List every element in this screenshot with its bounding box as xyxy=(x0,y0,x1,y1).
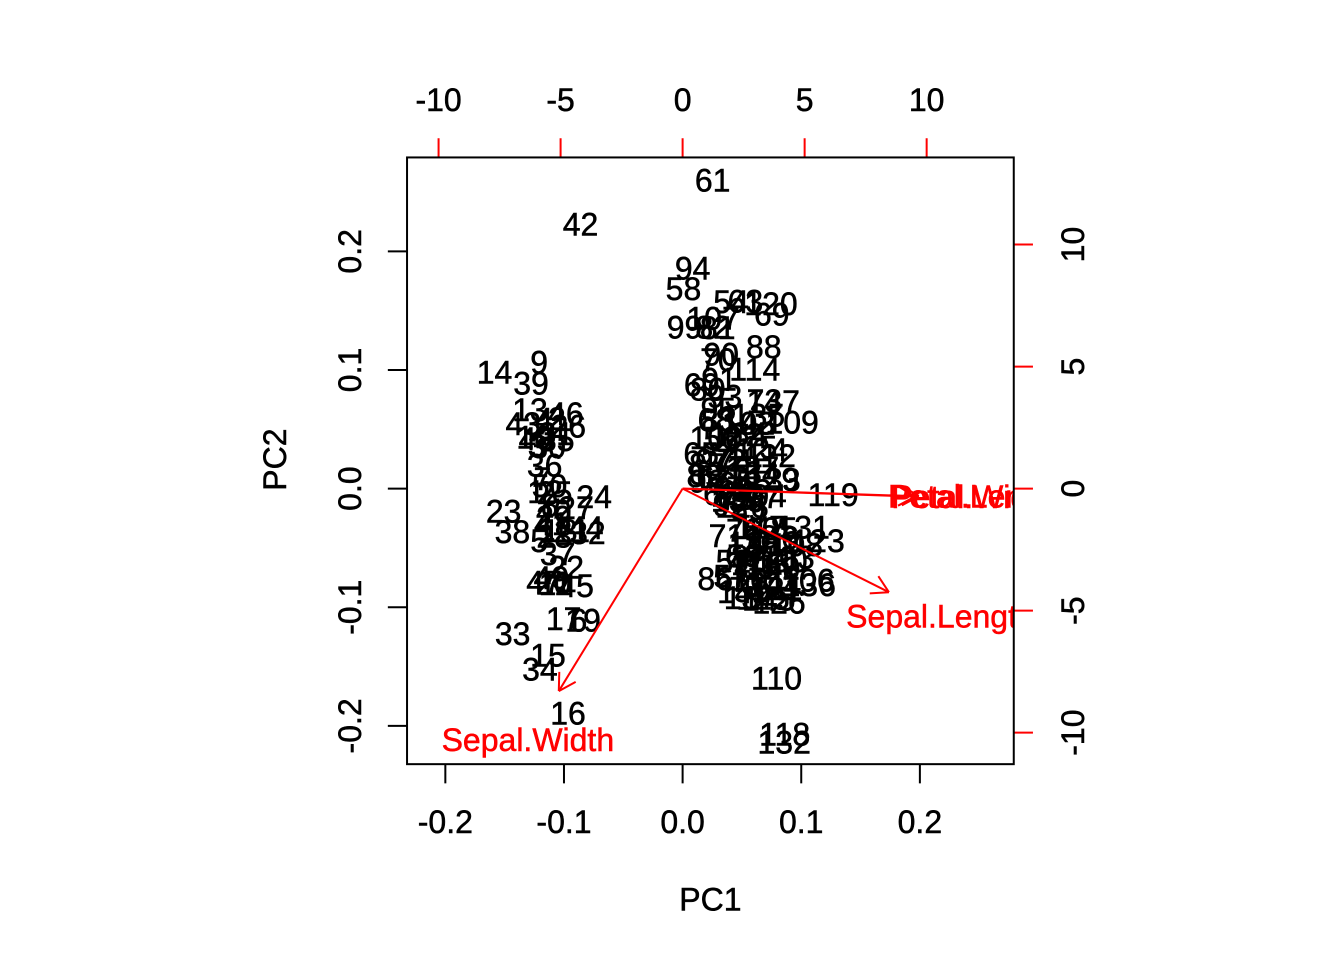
svg-text:-10: -10 xyxy=(415,82,461,118)
svg-text:10: 10 xyxy=(1055,227,1091,263)
svg-text:5: 5 xyxy=(796,82,814,118)
svg-text:5: 5 xyxy=(1055,358,1091,376)
svg-text:-10: -10 xyxy=(1055,710,1091,756)
svg-text:34: 34 xyxy=(522,652,558,688)
svg-text:94: 94 xyxy=(675,251,711,287)
svg-text:PC2: PC2 xyxy=(257,428,293,490)
svg-text:0.0: 0.0 xyxy=(660,804,704,840)
svg-text:50: 50 xyxy=(532,468,568,504)
svg-text:0.2: 0.2 xyxy=(332,229,368,273)
svg-text:107: 107 xyxy=(686,300,739,336)
svg-text:33: 33 xyxy=(495,616,531,652)
svg-text:48: 48 xyxy=(519,421,555,457)
svg-text:Sepal.Length: Sepal.Length xyxy=(846,598,1035,634)
svg-text:61: 61 xyxy=(695,163,731,199)
svg-text:0.1: 0.1 xyxy=(332,348,368,392)
svg-text:-0.2: -0.2 xyxy=(418,804,473,840)
svg-text:150: 150 xyxy=(711,478,764,514)
svg-text:0.2: 0.2 xyxy=(898,804,942,840)
svg-text:38: 38 xyxy=(495,514,531,550)
svg-text:-0.2: -0.2 xyxy=(332,698,368,753)
svg-text:10: 10 xyxy=(909,82,945,118)
svg-text:114: 114 xyxy=(729,351,780,387)
svg-text:41: 41 xyxy=(534,506,570,542)
svg-text:39: 39 xyxy=(513,365,549,401)
svg-text:PC1: PC1 xyxy=(679,882,741,918)
svg-text:0.1: 0.1 xyxy=(779,804,823,840)
svg-text:0: 0 xyxy=(674,82,692,118)
svg-text:44: 44 xyxy=(568,510,604,546)
svg-text:0.0: 0.0 xyxy=(332,466,368,510)
svg-text:49: 49 xyxy=(534,560,570,596)
svg-text:149: 149 xyxy=(717,574,770,610)
svg-text:147: 147 xyxy=(747,384,800,420)
svg-text:19: 19 xyxy=(565,603,601,639)
svg-text:Sepal.Width: Sepal.Width xyxy=(442,722,615,758)
svg-text:0: 0 xyxy=(1055,480,1091,498)
svg-text:132: 132 xyxy=(758,724,811,760)
svg-text:-0.1: -0.1 xyxy=(332,580,368,635)
svg-text:-5: -5 xyxy=(546,82,574,118)
svg-text:-0.1: -0.1 xyxy=(536,804,591,840)
svg-text:-5: -5 xyxy=(1055,596,1091,624)
svg-text:120: 120 xyxy=(744,286,797,322)
svg-text:110: 110 xyxy=(751,660,802,696)
svg-text:14: 14 xyxy=(477,354,513,390)
svg-text:42: 42 xyxy=(563,206,599,242)
